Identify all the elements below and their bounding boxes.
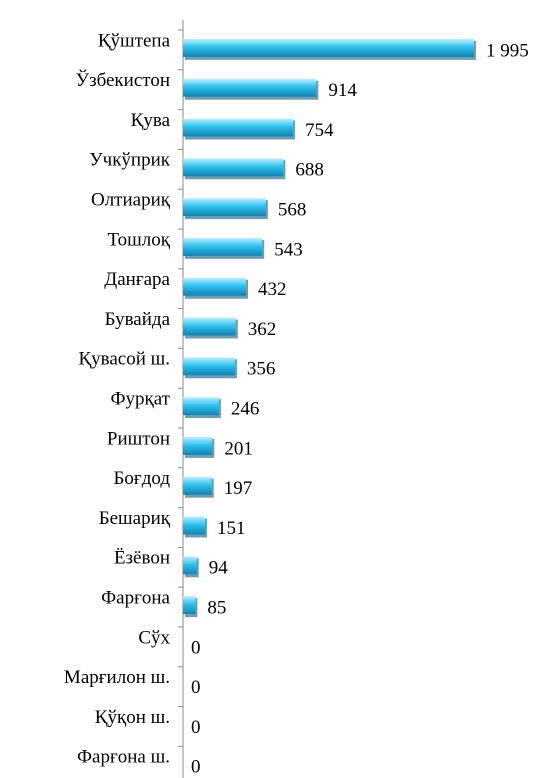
value-label: 201	[224, 438, 253, 459]
bar	[183, 38, 474, 57]
category-label: Данғара	[104, 269, 170, 290]
category-label: Қўқон ш.	[95, 707, 170, 728]
bar	[183, 237, 263, 256]
value-label: 0	[191, 677, 201, 698]
bar	[183, 596, 196, 615]
value-label: 85	[207, 597, 226, 618]
value-label: 94	[209, 558, 229, 579]
category-label: Бешариқ	[99, 508, 171, 529]
category-label: Қува	[131, 110, 171, 131]
bar	[183, 357, 235, 376]
value-label: 362	[248, 319, 277, 340]
category-label: Бувайда	[105, 309, 171, 330]
category-label: Фарғона ш.	[77, 747, 170, 768]
value-label: 688	[295, 160, 324, 181]
bar	[183, 277, 247, 296]
category-label: Фурқат	[111, 388, 171, 409]
value-label: 432	[258, 279, 287, 300]
category-label: Учкўприк	[89, 150, 171, 171]
value-label: 0	[191, 637, 201, 658]
value-label: 246	[231, 398, 259, 419]
value-label: 1 995	[486, 40, 529, 61]
category-label: Риштон	[107, 428, 170, 449]
category-label: Олтиариқ	[91, 189, 171, 210]
value-label: 0	[191, 757, 201, 778]
bar	[183, 476, 212, 495]
bar	[183, 397, 219, 416]
value-label: 151	[217, 518, 246, 539]
category-label: Тошлоқ	[107, 229, 170, 250]
category-label: Ёзёвон	[114, 548, 170, 569]
bar	[183, 516, 206, 535]
value-label: 543	[274, 239, 303, 260]
value-label: 914	[328, 80, 357, 101]
bar	[183, 158, 284, 177]
value-label: 754	[305, 120, 334, 141]
bar	[183, 436, 213, 455]
category-label: Қўштепа	[98, 30, 171, 51]
bar	[183, 317, 236, 336]
category-label: Марғилон ш.	[64, 667, 170, 688]
value-label: 0	[191, 717, 201, 738]
value-label: 356	[247, 359, 276, 380]
value-label: 568	[278, 199, 307, 220]
category-label: Ўзбекистон	[76, 69, 170, 91]
category-label: Фарғона	[101, 587, 170, 608]
category-label: Сўх	[138, 627, 170, 648]
bar	[183, 78, 317, 97]
value-label: 197	[224, 478, 253, 499]
category-label: Қувасой ш.	[78, 349, 170, 370]
bar	[183, 198, 266, 217]
bar	[183, 118, 293, 137]
bar	[183, 556, 197, 575]
category-label: Боғдод	[114, 468, 171, 489]
